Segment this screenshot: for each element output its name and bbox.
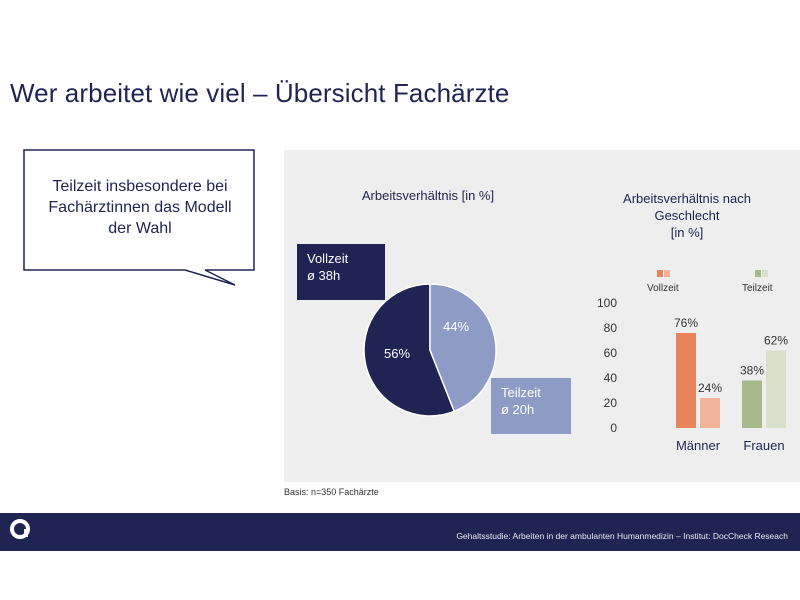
- y-tick-label: 0: [610, 421, 617, 435]
- teilzeit-info-box: Teilzeit ø 20h: [491, 378, 571, 434]
- y-tick-label: 40: [604, 371, 618, 385]
- legend-swatch-vollzeit: [657, 270, 663, 277]
- y-tick-label: 60: [604, 346, 618, 360]
- footer-bar: [0, 513, 800, 551]
- x-category-label: Frauen: [743, 438, 784, 453]
- legend-label-vollzeit: Vollzeit: [647, 283, 679, 294]
- x-category-label: Männer: [676, 438, 721, 453]
- slide-title: Wer arbeitet wie viel – Übersicht Fachär…: [10, 78, 510, 108]
- pie-chart: [363, 283, 497, 417]
- logo-icon: [10, 519, 30, 539]
- y-tick-label: 20: [604, 396, 618, 410]
- vollzeit-info-box: Vollzeit ø 38h: [297, 244, 385, 300]
- callout-line: Fachärztinnen das Modell: [48, 199, 232, 216]
- pie-chart-title: Arbeitsverhältnis [in %]: [361, 188, 495, 203]
- pie-slice-teilzeit: [429, 283, 497, 413]
- y-tick-label: 80: [604, 321, 618, 335]
- bar-chart: 0 20 40 60 80 100 76% 24% Männer 38% 62% Frauen: [597, 296, 788, 453]
- legend-swatch-vollzeit-light: [664, 270, 670, 277]
- bar-title-line: Arbeitsverhältnis nach: [623, 191, 751, 206]
- bar-value-label: 76%: [674, 316, 698, 330]
- basis-note: Basis: n=350 Fachärzte: [284, 487, 379, 497]
- bar-value-label: 38%: [740, 364, 764, 378]
- bar-männer-vollzeit: [676, 333, 696, 428]
- vollzeit-box-line: Vollzeit: [307, 251, 349, 266]
- pie-slice-vollzeit: [363, 283, 456, 417]
- legend-label-teilzeit: Teilzeit: [742, 283, 773, 294]
- bar-chart-title: Arbeitsverhältnis nach Geschlecht [in %]: [602, 190, 772, 241]
- bar-frauen-vollzeit: [742, 380, 762, 428]
- footer-text: Gehaltsstudie: Arbeiten in der ambulante…: [456, 531, 788, 541]
- bar-value-label: 62%: [764, 334, 788, 348]
- bar-männer-teilzeit: [700, 398, 720, 428]
- bar-title-line: Geschlecht: [654, 208, 720, 223]
- legend-swatch-teilzeit-light: [762, 270, 768, 277]
- callout-text: Teilzeit insbesondere bei Fachärztinnen …: [28, 176, 252, 239]
- callout-line: Teilzeit insbesondere bei: [52, 178, 228, 195]
- vollzeit-box-line: ø 38h: [307, 268, 341, 283]
- legend-swatch-teilzeit: [755, 270, 761, 277]
- pie-label-vollzeit: 56%: [384, 346, 411, 361]
- teilzeit-box-line: ø 20h: [501, 402, 535, 417]
- callout-line: der Wahl: [108, 220, 172, 237]
- y-tick-label: 100: [597, 296, 617, 310]
- teilzeit-box-line: Teilzeit: [501, 385, 541, 400]
- bar-title-line: [in %]: [670, 225, 704, 240]
- pie-label-teilzeit: 44%: [443, 319, 470, 334]
- bar-frauen-teilzeit: [766, 350, 786, 428]
- bar-value-label: 24%: [698, 381, 722, 395]
